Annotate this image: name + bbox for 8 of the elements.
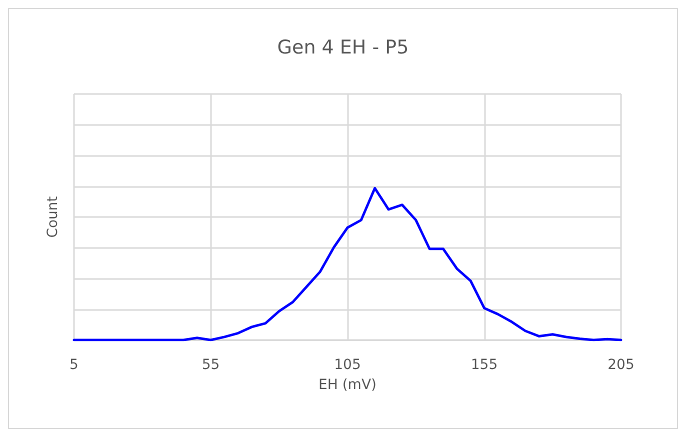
x-tick-label: 155 — [470, 357, 498, 373]
chart-title: Gen 4 EH - P5 — [277, 36, 409, 58]
x-tick-label: 205 — [608, 357, 634, 373]
y-axis-title: Count — [45, 196, 61, 238]
x-tick-label: 5 — [70, 357, 78, 373]
x-tick-label: 105 — [334, 357, 361, 373]
x-axis-title: EH (mV) — [318, 377, 376, 393]
x-tick-label: 55 — [202, 357, 220, 373]
